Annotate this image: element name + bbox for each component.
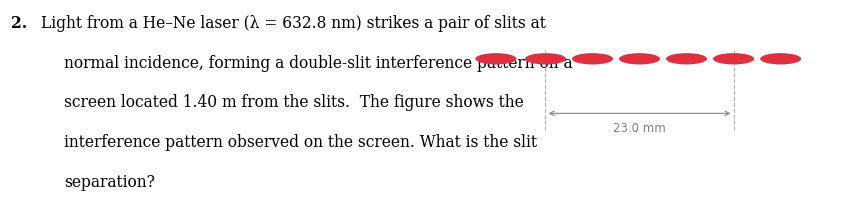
Text: Light from a He–Ne laser (λ = 632.8 nm) strikes a pair of slits at: Light from a He–Ne laser (λ = 632.8 nm) … <box>41 15 545 32</box>
Text: interference pattern observed on the screen. What is the slit: interference pattern observed on the scr… <box>64 134 537 151</box>
Ellipse shape <box>713 53 754 64</box>
Ellipse shape <box>525 53 566 64</box>
Text: separation?: separation? <box>64 174 155 191</box>
Text: normal incidence, forming a double-slit interference pattern on a: normal incidence, forming a double-slit … <box>64 55 573 72</box>
Ellipse shape <box>572 53 613 64</box>
Ellipse shape <box>760 53 801 64</box>
Ellipse shape <box>666 53 707 64</box>
Ellipse shape <box>619 53 660 64</box>
Text: 2.: 2. <box>11 15 27 32</box>
Text: 23.0 mm: 23.0 mm <box>613 122 666 135</box>
Text: screen located 1.40 m from the slits.  The figure shows the: screen located 1.40 m from the slits. Th… <box>64 94 524 112</box>
Ellipse shape <box>475 53 516 64</box>
